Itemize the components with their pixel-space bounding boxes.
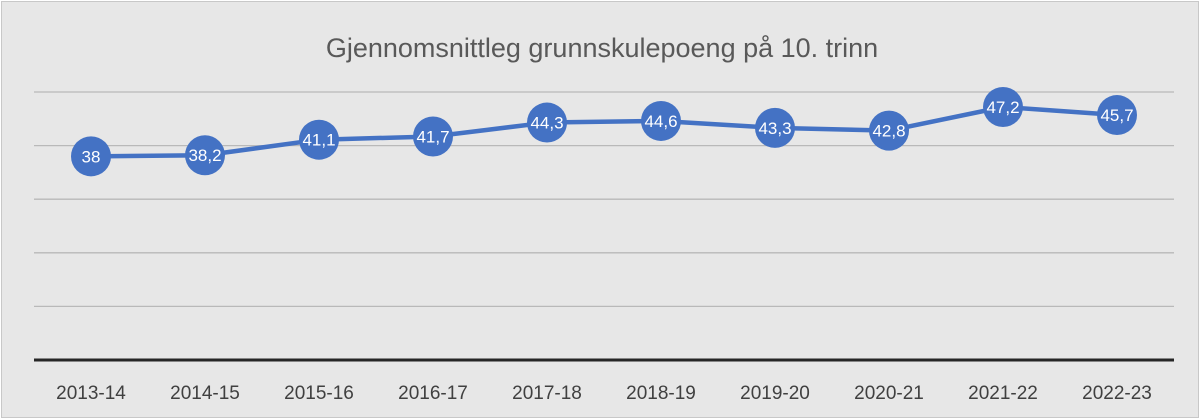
gridlines — [34, 91, 1174, 308]
chart-title: Gjennomsnittleg grunnskulepoeng på 10. t… — [326, 33, 878, 63]
data-point — [299, 119, 339, 160]
x-tick-label: 2013-14 — [56, 383, 126, 404]
data-series — [88, 104, 1120, 159]
data-point — [527, 102, 567, 143]
data-point — [71, 136, 111, 177]
data-label: 44,6 — [644, 112, 677, 131]
x-tick-label: 2019-20 — [740, 383, 810, 404]
series-line — [88, 104, 1120, 159]
data-point — [1097, 95, 1137, 136]
x-axis: 2013-14 2014-15 2015-16 2016-17 2017-18 2018-… — [34, 358, 1174, 404]
x-tick-label: 2018-19 — [626, 383, 696, 404]
data-label: 41,1 — [302, 131, 335, 150]
data-markers: 38 38,2 41,1 41,7 44,3 44,6 43,3 42,8 47,2 45,7 — [71, 87, 1137, 177]
data-label: 43,3 — [758, 119, 791, 138]
data-label: 45,7 — [1100, 106, 1133, 125]
data-label: 44,3 — [530, 114, 563, 133]
x-tick-label: 2017-18 — [512, 383, 582, 404]
x-tick-label: 2022-23 — [1082, 383, 1152, 404]
data-point — [983, 87, 1023, 128]
data-label: 41,7 — [416, 127, 449, 146]
x-tick-label: 2021-22 — [968, 383, 1038, 404]
data-point — [869, 110, 909, 151]
data-label: 42,8 — [872, 122, 905, 141]
data-point — [413, 116, 453, 157]
data-label: 38 — [82, 147, 101, 166]
data-label: 38,2 — [188, 146, 221, 165]
data-point — [641, 100, 681, 141]
data-point — [755, 107, 795, 148]
data-label: 47,2 — [986, 98, 1019, 117]
x-tick-label: 2020-21 — [854, 383, 924, 404]
data-point — [185, 135, 225, 176]
x-tick-label: 2014-15 — [170, 383, 240, 404]
x-tick-label: 2015-16 — [284, 383, 354, 404]
x-tick-label: 2016-17 — [398, 383, 468, 404]
